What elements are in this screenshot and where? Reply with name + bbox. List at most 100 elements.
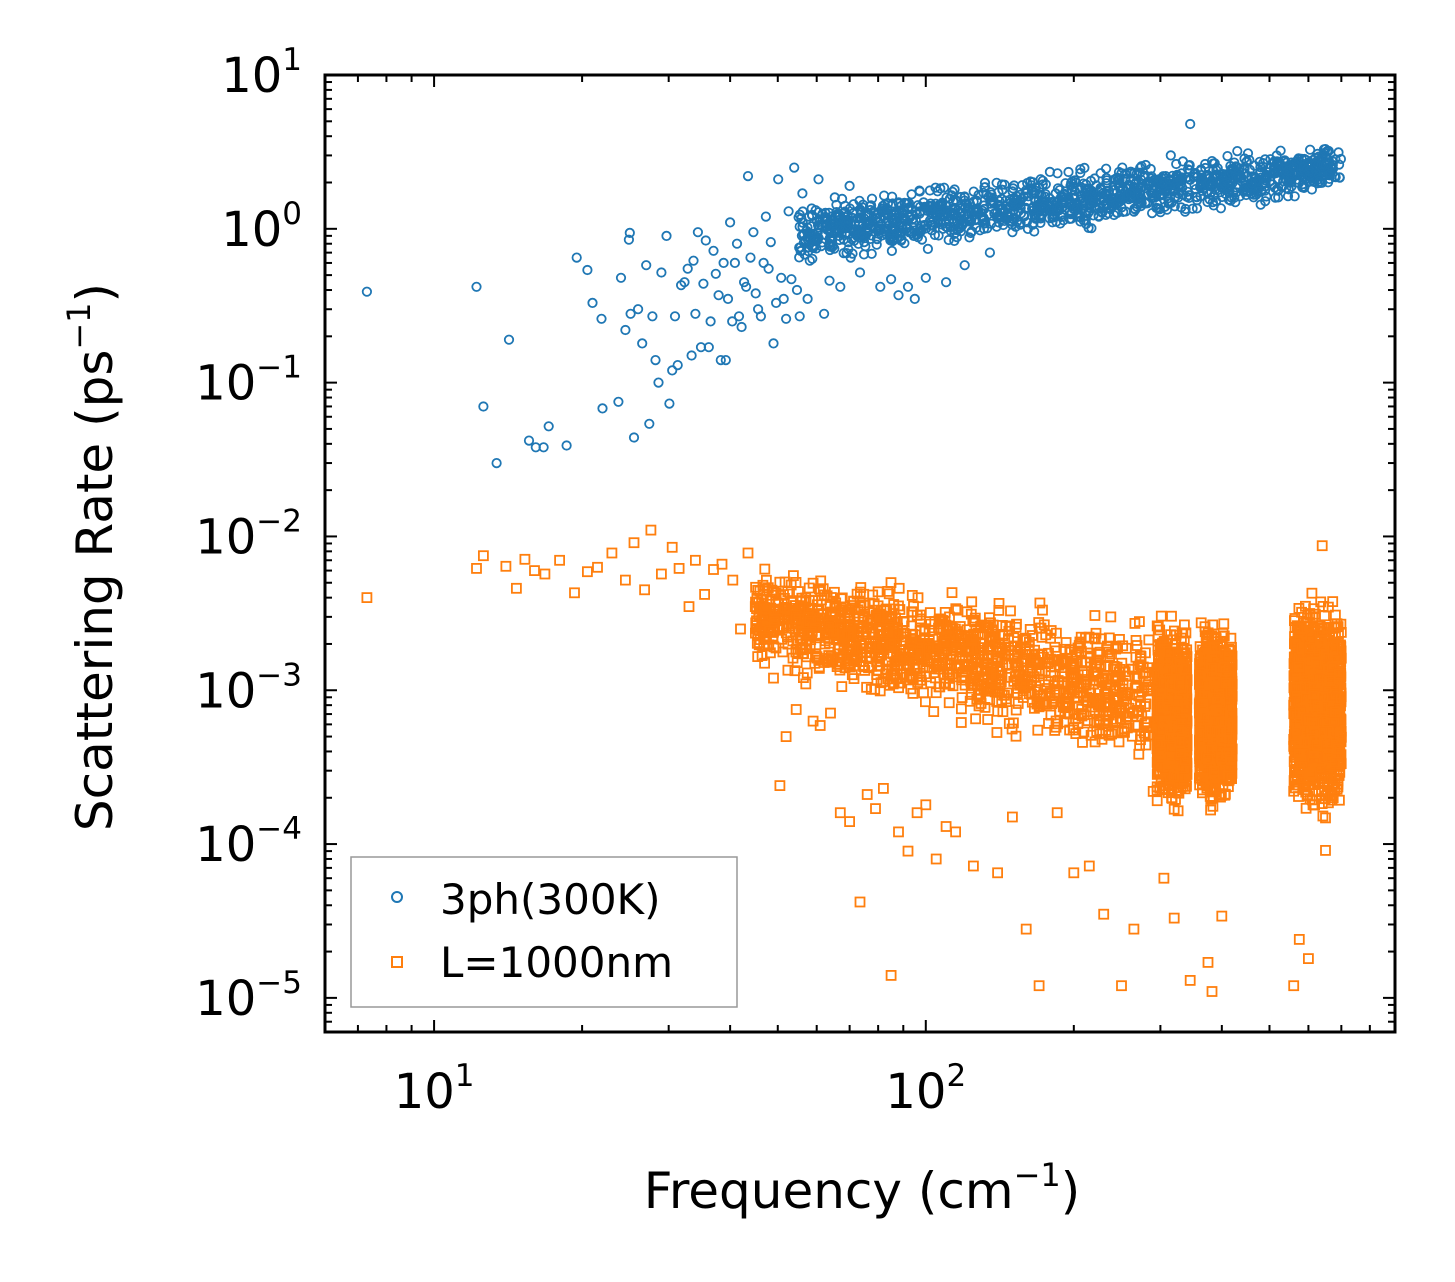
band-point-3ph [1039,191,1051,202]
band-point-3ph [1314,176,1325,187]
data-point-3ph [791,284,803,296]
band-point-L1000nm [1218,618,1230,630]
data-point-3ph [361,286,372,297]
band-point-3ph [1254,167,1266,179]
band-point-L1000nm [930,687,942,699]
band-point-3ph [1088,194,1099,205]
band-point-3ph [864,216,876,227]
data-point-3ph [748,227,759,238]
band-point-3ph [886,245,898,256]
plot-area [361,118,1347,997]
band-point-3ph [1208,177,1219,188]
band-point-3ph [932,216,943,227]
band-point-L1000nm [918,687,929,699]
data-point-3ph [688,255,699,266]
data-point-3ph [1232,146,1243,157]
band-point-L1000nm [1133,748,1145,760]
data-point-3ph [690,308,701,319]
band-point-3ph [1154,183,1166,194]
band-point-3ph [1202,196,1213,208]
data-point-3ph [854,267,866,278]
band-point-3ph [1226,192,1237,203]
band-point-3ph [1325,162,1337,174]
band-point-3ph [1105,192,1117,203]
band-point-3ph [935,183,946,194]
band-point-3ph [817,237,828,248]
band-point-3ph [1075,164,1086,175]
band-point-3ph [1171,158,1182,170]
data-point-3ph [679,277,690,288]
data-point-3ph [632,304,644,315]
band-point-3ph [840,221,851,232]
band-point-L1000nm [1052,718,1064,730]
band-point-3ph [1271,184,1283,195]
data-point-3ph [773,174,784,185]
band-point-3ph [1182,186,1193,197]
band-point-3ph [1260,181,1271,192]
data-point-3ph [561,440,572,451]
band-point-3ph [1313,151,1324,162]
data-point-3ph [571,252,582,263]
band-point-3ph [1071,202,1082,213]
band-point-3ph [1125,176,1136,187]
band-point-3ph [1007,216,1018,228]
data-point-3ph [909,293,920,304]
data-point-3ph [1306,184,1318,195]
data-point-3ph [893,290,904,301]
band-point-3ph [1055,218,1066,229]
band-point-3ph [1136,198,1147,209]
band-point-3ph [871,239,882,250]
data-point-3ph [710,268,721,279]
band-point-3ph [934,206,946,217]
band-point-3ph [1204,194,1215,205]
band-point-3ph [1275,145,1286,156]
data-point-3ph [637,338,648,349]
band-point-3ph [1228,163,1239,174]
band-point-3ph [1052,168,1063,179]
data-point-3ph [641,260,652,271]
band-point-3ph [1142,179,1154,190]
band-point-3ph [860,209,872,220]
band-point-3ph [1101,175,1113,186]
band-point-3ph [951,196,962,207]
data-point-3ph [959,260,970,271]
data-point-3ph [824,275,835,286]
band-point-3ph [873,207,884,218]
data-point-3ph [700,235,711,246]
data-point-3ph [682,263,693,274]
data-point-3ph [543,421,554,432]
band-point-3ph [1020,185,1032,196]
band-point-L1000nm [950,603,962,615]
band-point-3ph [1334,172,1345,183]
band-point-3ph [885,235,896,246]
band-point-3ph [1270,163,1281,174]
data-point-3ph [503,334,515,345]
data-point-3ph [768,338,779,349]
data-point-3ph [1116,168,1127,179]
band-point-3ph [993,199,1005,210]
band-point-L1000nm [815,575,827,587]
data-point-3ph [727,316,738,327]
band-point-3ph [1135,188,1146,199]
band-point-L1000nm [1151,795,1163,807]
band-point-3ph [872,225,883,236]
band-point-3ph [999,179,1010,190]
band-point-3ph [1297,179,1309,190]
data-point-3ph [664,398,675,409]
data-point-3ph [597,403,608,414]
band-point-3ph [1081,210,1092,221]
data-point-3ph [818,308,830,319]
band-point-3ph [853,238,864,249]
band-point-L1000nm [1005,605,1016,617]
band-point-3ph [988,197,999,208]
band-point-L1000nm [970,713,981,725]
data-point-3ph [718,257,729,268]
data-point-3ph [835,281,846,292]
data-point-3ph [708,245,719,256]
band-point-3ph [1169,201,1180,212]
data-point-3ph [582,264,593,276]
band-point-3ph [1239,184,1250,196]
band-point-3ph [1153,203,1164,214]
band-point-L1000nm [966,689,977,700]
